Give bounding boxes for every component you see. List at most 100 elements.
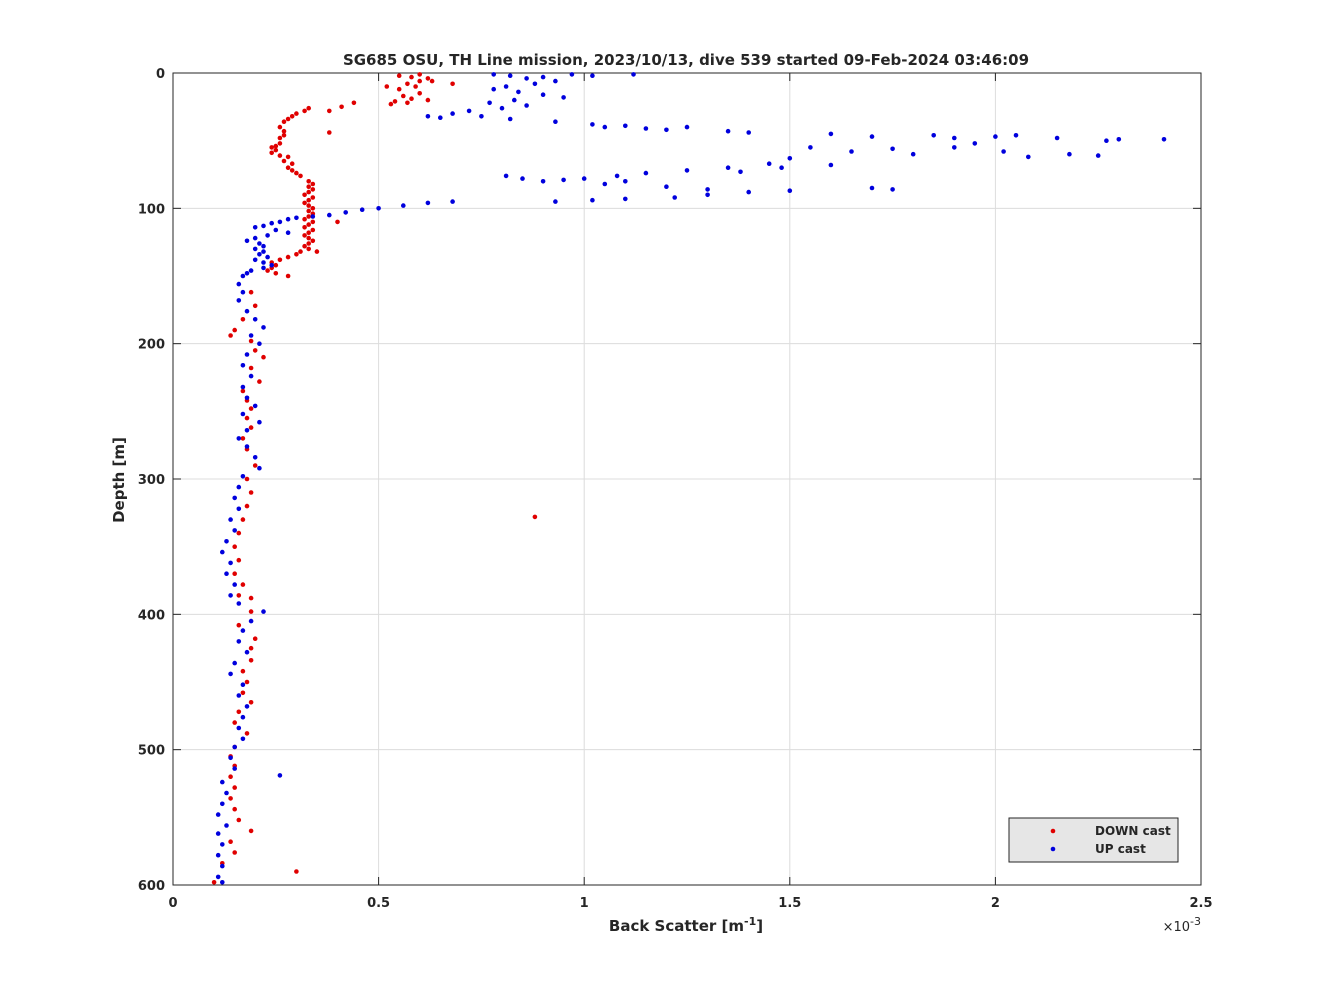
data-point — [413, 84, 418, 89]
data-point — [405, 100, 410, 106]
data-point — [273, 143, 279, 149]
data-point — [232, 571, 237, 576]
data-point — [252, 257, 258, 263]
data-point — [248, 268, 254, 273]
data-point — [553, 78, 558, 84]
data-point — [376, 206, 381, 211]
data-point — [277, 219, 283, 225]
data-point — [252, 636, 258, 641]
data-point — [869, 185, 875, 191]
data-point — [516, 89, 521, 95]
data-point — [450, 111, 455, 116]
data-point — [224, 539, 229, 544]
data-point — [540, 179, 546, 184]
data-point — [417, 91, 423, 96]
data-point — [285, 116, 291, 122]
data-point — [261, 260, 266, 265]
data-point — [228, 671, 233, 677]
data-point — [1054, 135, 1060, 141]
data-point — [409, 74, 414, 80]
data-point — [277, 773, 283, 778]
data-point — [261, 249, 266, 254]
data-point — [339, 104, 344, 110]
data-point — [306, 241, 312, 246]
data-point — [244, 428, 250, 433]
data-point — [220, 801, 225, 807]
data-point — [248, 365, 254, 371]
data-point — [248, 406, 254, 411]
data-point — [273, 262, 279, 268]
data-point — [503, 84, 509, 89]
data-point — [664, 184, 669, 189]
data-point — [306, 230, 312, 235]
data-point — [228, 774, 233, 779]
data-point — [869, 134, 875, 139]
data-point — [306, 222, 312, 227]
data-point — [581, 176, 587, 181]
data-point — [236, 601, 242, 606]
data-point — [738, 169, 743, 175]
data-point — [257, 241, 262, 246]
data-point — [409, 96, 414, 101]
data-point — [236, 557, 242, 563]
data-point — [215, 852, 221, 858]
data-point — [614, 173, 620, 179]
data-point — [294, 252, 299, 257]
data-point — [244, 352, 250, 357]
data-point — [248, 333, 254, 338]
data-point — [294, 170, 299, 176]
data-point — [302, 243, 307, 249]
data-point — [623, 196, 628, 202]
data-point — [602, 181, 608, 187]
data-point — [466, 108, 472, 114]
data-point — [265, 233, 270, 238]
legend-marker-up — [1050, 846, 1056, 852]
data-point — [244, 503, 250, 509]
data-point — [952, 135, 957, 141]
data-point — [236, 484, 242, 490]
data-point — [232, 785, 237, 790]
data-point — [248, 658, 254, 663]
data-point — [553, 199, 558, 204]
data-point — [1116, 137, 1122, 142]
data-point — [248, 490, 254, 495]
data-point — [289, 168, 295, 173]
x-tick-label: 1 — [580, 896, 589, 911]
data-point — [277, 153, 283, 158]
data-point — [236, 298, 242, 303]
data-point — [327, 108, 332, 114]
data-point — [828, 131, 834, 137]
data-point — [232, 528, 237, 533]
y-tick-label: 500 — [138, 744, 165, 759]
data-point — [232, 495, 237, 501]
data-point — [561, 95, 566, 100]
data-point — [487, 100, 492, 106]
data-point — [244, 704, 250, 709]
data-point — [507, 73, 513, 78]
data-point — [450, 81, 455, 87]
data-point — [779, 165, 784, 170]
data-point — [285, 154, 291, 160]
data-point — [401, 93, 406, 99]
data-point — [306, 197, 312, 203]
data-point — [244, 238, 250, 244]
data-point — [240, 628, 246, 633]
data-point — [828, 162, 834, 168]
legend-label-down: DOWN cast — [1095, 824, 1171, 838]
data-point — [849, 149, 854, 154]
y-tick-label: 0 — [156, 67, 165, 82]
data-point — [396, 86, 402, 92]
data-point — [524, 103, 529, 108]
data-point — [1104, 138, 1109, 143]
data-point — [952, 145, 957, 150]
x-tick-label: 0 — [168, 896, 177, 911]
data-point — [664, 127, 669, 133]
axis-ticks: 0 0.5 1 1.5 2 2.5 0 100 200 300 400 500 600 — [138, 67, 1213, 911]
data-point — [302, 200, 307, 206]
y-tick-label: 200 — [138, 338, 165, 353]
data-point — [228, 593, 233, 598]
series-1 — [215, 72, 1167, 885]
data-point — [590, 73, 595, 78]
data-point — [261, 609, 266, 614]
data-point — [248, 700, 254, 705]
